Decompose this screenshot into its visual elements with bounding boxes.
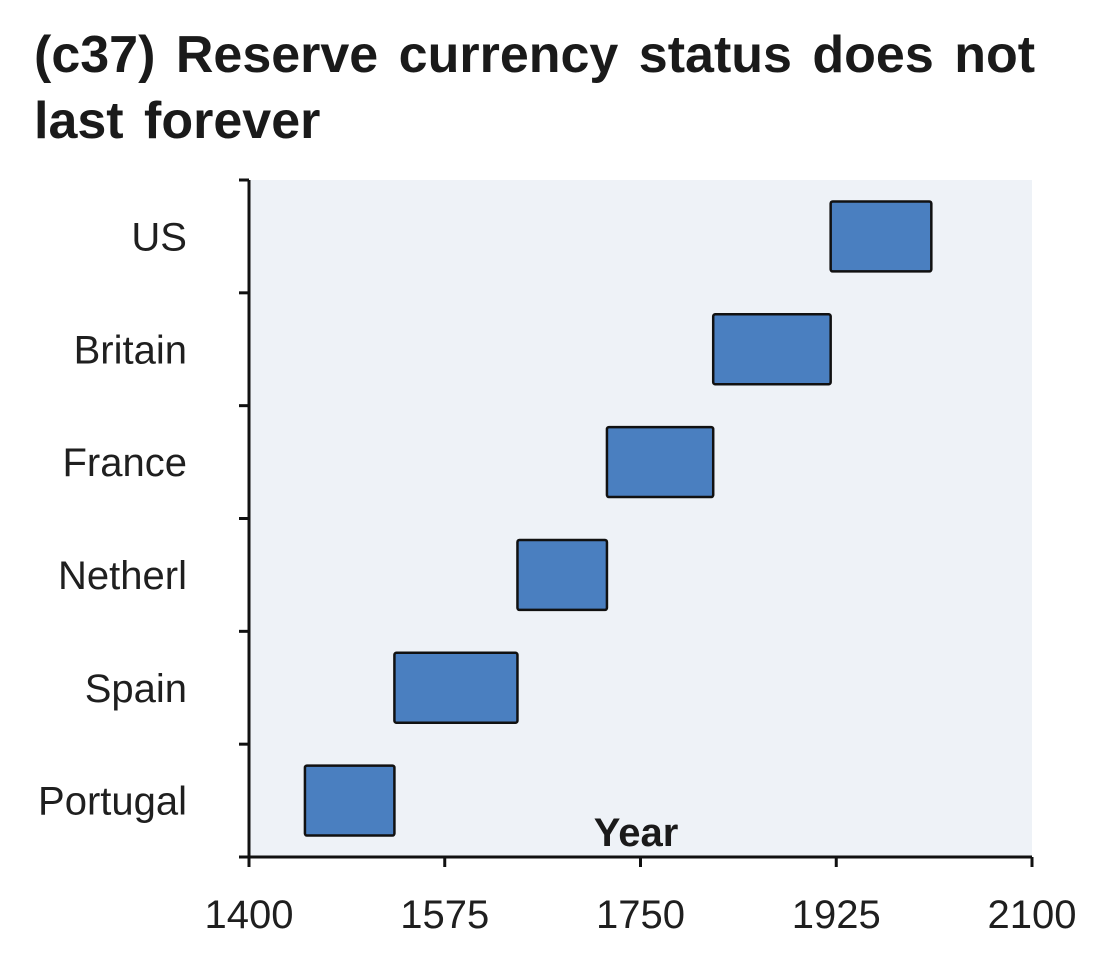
x-tick-label-1750: 1750 (596, 893, 685, 937)
category-label-netherl: Netherl (58, 554, 187, 598)
category-label-britain: Britain (74, 328, 187, 372)
category-label-france: France (63, 441, 188, 485)
x-tick-label-2100: 2100 (988, 893, 1077, 937)
x-tick-label-1400: 1400 (205, 893, 294, 937)
category-label-spain: Spain (85, 667, 187, 711)
bar-france (605, 425, 715, 499)
category-label-portugal: Portugal (38, 780, 187, 824)
bars-group (303, 200, 933, 837)
bar-netherl (516, 538, 609, 612)
bar-britain (711, 313, 832, 386)
x-tick-labels-group: 1400 1575 1750 1925 2100 (205, 893, 1077, 937)
bar-us (829, 200, 933, 273)
x-axis-title: Year (594, 811, 679, 855)
y-ticks-group (239, 178, 249, 859)
bar-portugal (303, 764, 396, 837)
category-label-us: US (131, 215, 187, 259)
x-ticks-group (247, 857, 1034, 867)
plot-area (249, 180, 1032, 856)
bar-spain (393, 651, 519, 724)
x-tick-label-1925: 1925 (792, 893, 881, 937)
x-tick-label-1575: 1575 (400, 893, 489, 937)
category-labels-group: US Britain France Netherl Spain Portugal (38, 215, 187, 823)
chart-title: (c37) Reserve currency status does not l… (34, 26, 1036, 150)
